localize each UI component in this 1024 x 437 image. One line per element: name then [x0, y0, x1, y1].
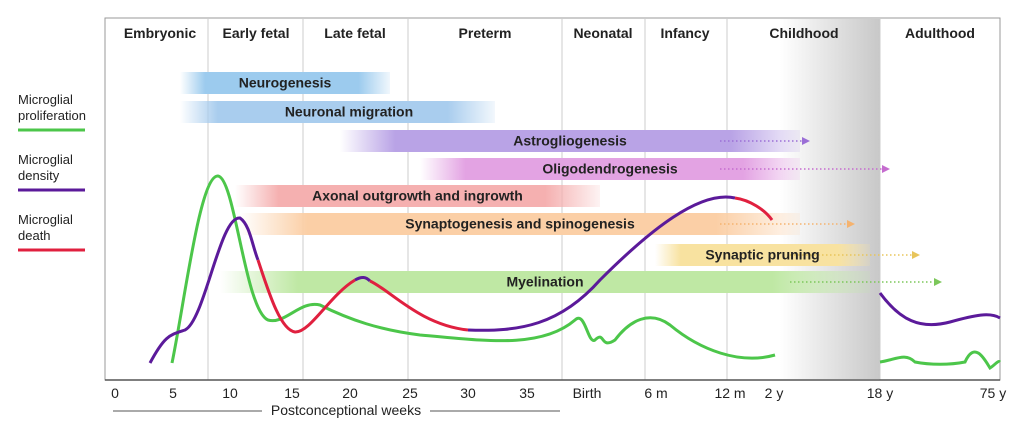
legend-label: Microglial — [18, 92, 73, 107]
stage-label: Embryonic — [124, 25, 197, 41]
curves — [148, 174, 1002, 371]
arrow-head — [802, 137, 810, 145]
arrow-head — [882, 165, 890, 173]
process-label: Axonal outgrowth and ingrowth — [312, 188, 523, 204]
stage-label: Late fetal — [324, 25, 385, 41]
arrow-head — [847, 220, 855, 228]
process-bar — [340, 130, 800, 152]
process-label: Astrogliogenesis — [513, 133, 627, 149]
stage-label: Infancy — [660, 25, 709, 41]
x-tick-label: Birth — [573, 385, 602, 401]
legend-label: Microglial — [18, 152, 73, 167]
process-bar — [180, 101, 495, 123]
x-tick-label: 18 y — [867, 385, 893, 401]
x-tick-label: 20 — [342, 385, 358, 401]
x-tick-label: 2 y — [765, 385, 784, 401]
stage-label: Early fetal — [223, 25, 290, 41]
legend-label: proliferation — [18, 108, 86, 123]
x-tick-label: 25 — [402, 385, 418, 401]
process-label: Synaptogenesis and spinogenesis — [405, 216, 635, 232]
x-tick-label: 12 m — [714, 385, 745, 401]
process-bar — [240, 213, 800, 235]
process-bar — [235, 185, 600, 207]
x-tick-label: 30 — [460, 385, 476, 401]
x-tick-label: 0 — [111, 385, 119, 401]
process-label: Neurogenesis — [239, 75, 332, 91]
process-bar — [180, 72, 390, 94]
stage-label: Preterm — [459, 25, 512, 41]
x-tick-label: 6 m — [644, 385, 667, 401]
process-bar — [655, 244, 870, 266]
stage-label: Childhood — [769, 25, 838, 41]
x-tick-label: 5 — [169, 385, 177, 401]
stage-label: Neonatal — [573, 25, 632, 41]
axis-label: Postconceptional weeks — [271, 402, 421, 418]
legend-label: Microglial — [18, 212, 73, 227]
x-tick-label: 15 — [284, 385, 300, 401]
childhood-shade — [780, 19, 880, 379]
x-tick-label: 75 y — [980, 385, 1006, 401]
arrow-head — [934, 278, 942, 286]
legend-label: death — [18, 228, 51, 243]
process-label: Oligodendrogenesis — [542, 161, 678, 177]
stage-label: Adulthood — [905, 25, 975, 41]
process-label: Myelination — [506, 274, 583, 290]
process-label: Synaptic pruning — [705, 247, 819, 263]
process-label: Neuronal migration — [285, 104, 413, 120]
legend-label: density — [18, 168, 60, 183]
process-bar — [420, 158, 800, 180]
arrow-head — [912, 251, 920, 259]
x-tick-label: 10 — [222, 385, 238, 401]
x-tick-label: 35 — [519, 385, 535, 401]
